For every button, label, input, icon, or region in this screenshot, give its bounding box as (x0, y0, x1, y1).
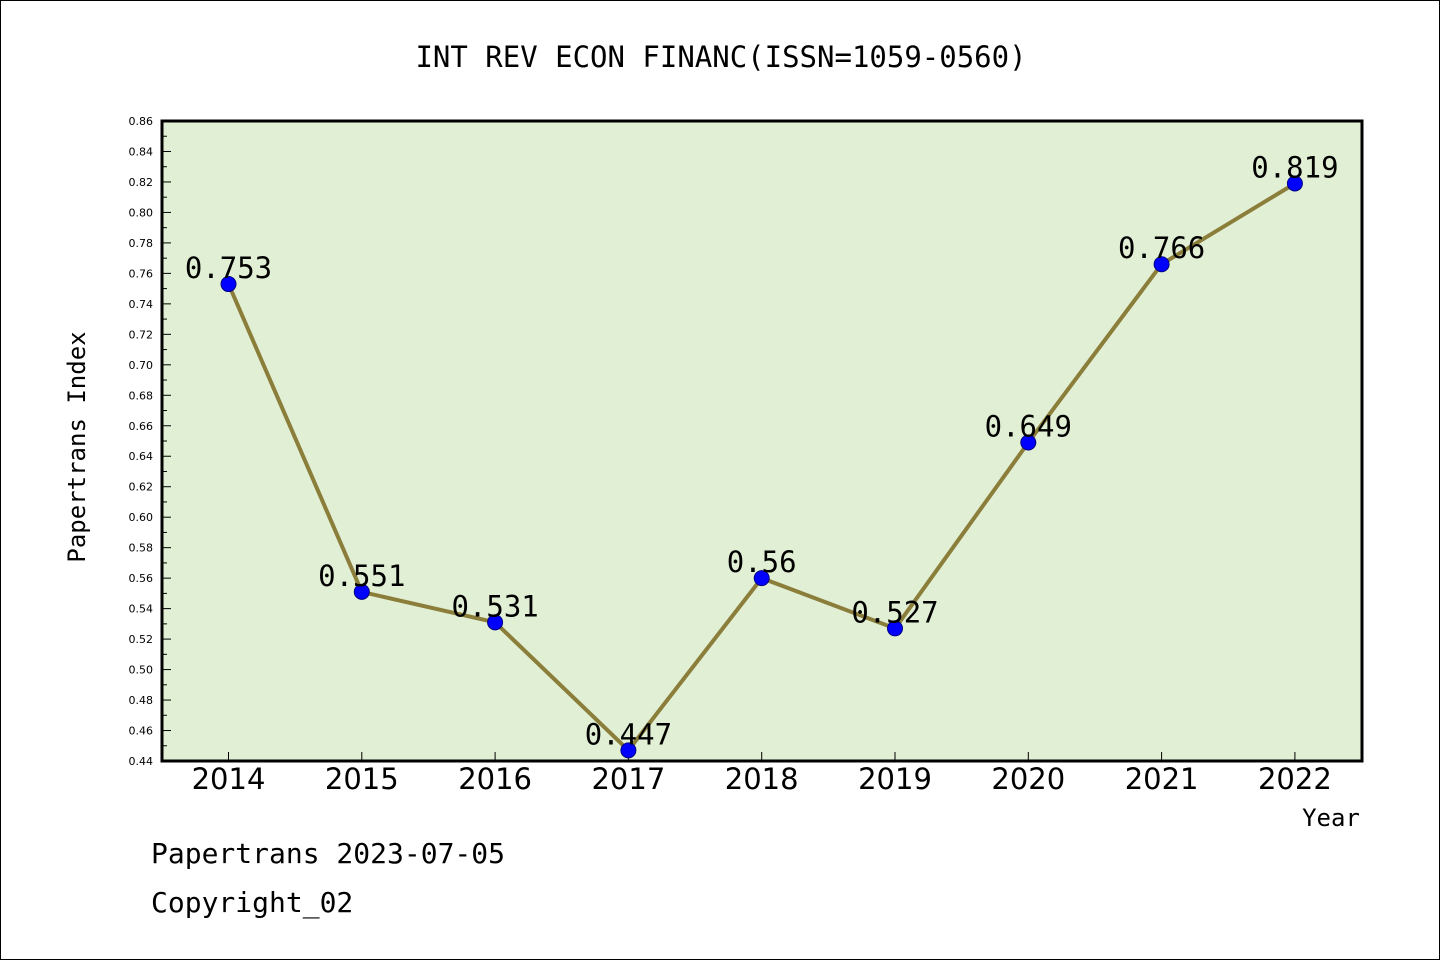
data-label: 0.56 (727, 545, 797, 579)
y-tick-label: 0.64 (129, 450, 154, 463)
data-label: 0.649 (985, 410, 1072, 444)
data-point (487, 614, 504, 631)
y-tick-label: 0.86 (129, 115, 154, 128)
y-tick-label: 0.80 (129, 206, 154, 219)
y-tick-label: 0.48 (129, 694, 154, 707)
data-label: 0.531 (451, 589, 538, 623)
y-tick-label: 0.78 (129, 237, 154, 250)
data-label: 0.447 (585, 717, 672, 751)
data-label: 0.551 (318, 559, 405, 593)
data-labels: 0.753 0.551 0.531 0.447 0.56 0.527 0.649 0.766 0… (185, 150, 1339, 751)
y-tick-label: 0.56 (129, 572, 154, 585)
y-tick-label: 0.62 (129, 481, 154, 494)
x-axis-title: Year (1302, 804, 1360, 832)
data-point (220, 276, 237, 293)
x-tick-label: 2015 (325, 762, 399, 796)
x-tick-label: 2017 (591, 762, 665, 796)
data-label: 0.527 (851, 595, 938, 629)
y-tick-label: 0.50 (129, 664, 154, 677)
x-tick-label: 2016 (458, 762, 532, 796)
y-axis-title: Papertrans Index (63, 331, 91, 562)
data-point (353, 583, 370, 600)
y-tick-label: 0.44 (129, 755, 154, 768)
y-tick-label: 0.68 (129, 389, 154, 402)
y-tick-label: 0.46 (129, 725, 154, 738)
data-point (1153, 256, 1170, 273)
y-tick-label: 0.82 (129, 176, 154, 189)
data-point (1020, 434, 1037, 451)
y-tick-label: 0.70 (129, 359, 154, 372)
y-tick-label: 0.72 (129, 328, 154, 341)
x-tick-label: 2021 (1125, 762, 1199, 796)
data-point (753, 570, 770, 587)
y-tick-label: 0.60 (129, 511, 154, 524)
footer-copyright: Copyright_02 (151, 886, 354, 919)
data-point (620, 742, 637, 759)
data-label: 0.819 (1251, 150, 1338, 184)
footer-date: Papertrans 2023-07-05 (151, 837, 506, 870)
x-tick-label: 2022 (1258, 762, 1332, 796)
y-tick-label: 0.66 (129, 420, 154, 433)
series-layer (220, 175, 1303, 759)
y-tick-label: 0.52 (129, 633, 154, 646)
y-tick-label: 0.76 (129, 267, 154, 280)
y-tick-label: 0.54 (129, 603, 154, 616)
x-tick-label: 2019 (858, 762, 932, 796)
plot-area (162, 121, 1362, 761)
plot-frame (160, 119, 1364, 763)
y-tick-label: 0.74 (129, 298, 154, 311)
axis-ticks: 0.44 0.46 0.48 0.50 0.52 0.54 0.56 0.58 0.60 0.62… (129, 115, 1332, 796)
chart-title: INT REV ECON FINANC(ISSN=1059-0560) (415, 40, 1026, 74)
data-point (1286, 175, 1303, 192)
data-label: 0.753 (185, 251, 272, 285)
y-tick-label: 0.84 (129, 145, 154, 158)
x-tick-label: 2018 (725, 762, 799, 796)
x-tick-label: 2020 (991, 762, 1065, 796)
data-label: 0.766 (1118, 231, 1205, 265)
data-point (887, 620, 903, 637)
y-tick-label: 0.58 (129, 542, 154, 555)
x-tick-label: 2014 (192, 762, 266, 796)
